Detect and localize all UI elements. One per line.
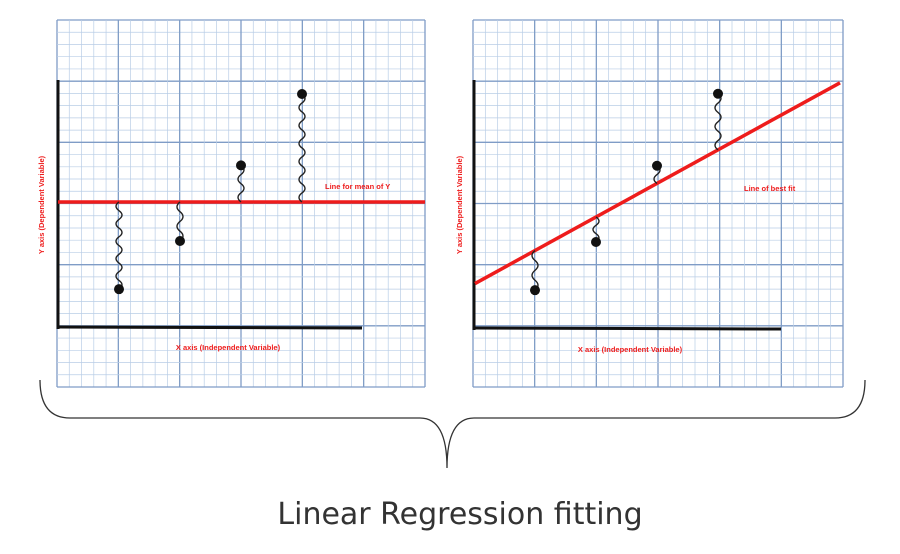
- x-axis: [473, 326, 782, 331]
- diagram-title: Linear Regression fitting: [277, 497, 642, 532]
- residual-spring: [176, 201, 184, 242]
- data-point: [591, 236, 601, 247]
- right-x-axis-label: X axis (Independent Variable): [578, 345, 683, 354]
- data-point: [652, 160, 662, 171]
- left-x-axis-label: X axis (Independent Variable): [176, 343, 281, 352]
- residual-spring: [237, 164, 245, 203]
- best-fit-panel: [472, 19, 844, 388]
- right-y-axis-label: Y axis (Dependent Variable): [455, 155, 464, 254]
- data-point: [114, 284, 124, 295]
- residual-spring: [592, 216, 600, 243]
- residual-spring: [714, 93, 722, 151]
- residual-spring: [298, 93, 306, 203]
- data-point: [713, 88, 723, 99]
- data-point: [175, 235, 185, 246]
- data-point: [297, 88, 307, 99]
- best-fit-line: [474, 81, 841, 286]
- residual-spring: [531, 249, 539, 291]
- mean-model-panel: [56, 19, 426, 388]
- curly-brace: [39, 379, 866, 469]
- x-axis: [57, 325, 363, 330]
- data-point: [530, 285, 540, 296]
- best-fit-line-label: Line of best fit: [744, 184, 796, 193]
- residual-spring: [115, 201, 123, 290]
- data-point: [236, 160, 246, 171]
- left-y-axis-label: Y axis (Dependent Variable): [37, 155, 46, 254]
- mean-line-label: Line for mean of Y: [325, 182, 390, 191]
